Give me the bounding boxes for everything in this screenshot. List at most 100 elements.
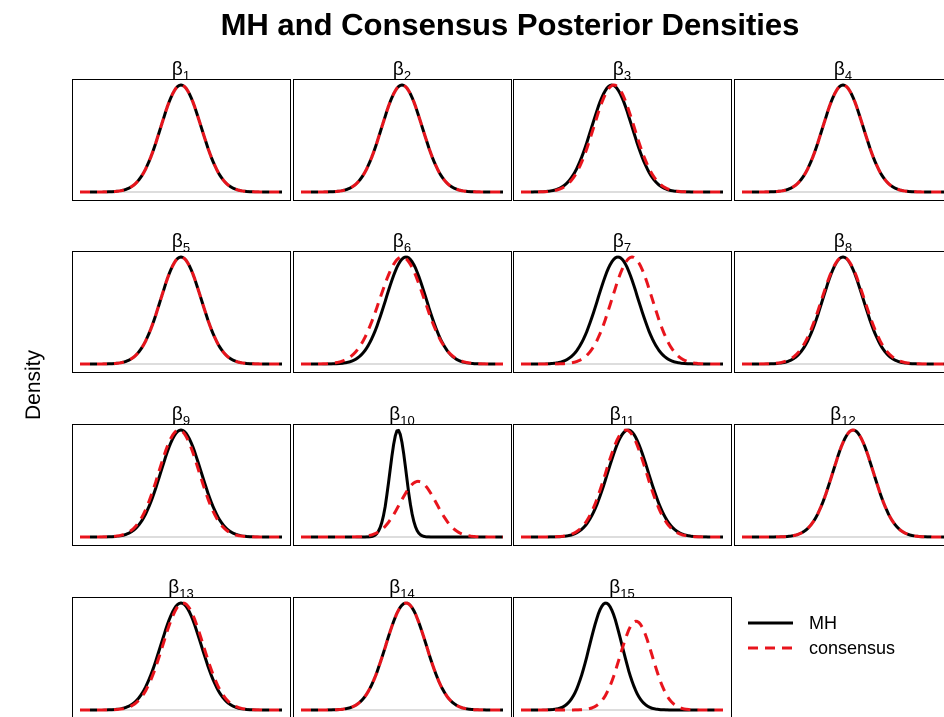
mh-density-curve (80, 255, 282, 366)
panel-frame (293, 424, 512, 546)
panel-title-symbol: β (172, 404, 183, 425)
mh-density-curve (521, 428, 723, 539)
panel-title: β4 (834, 59, 852, 83)
consensus-density-curve (80, 255, 282, 366)
consensus-density-curve (80, 428, 282, 539)
panel-title: β3 (613, 59, 631, 83)
density-panel-beta-9: β9 (72, 404, 291, 546)
panel-title: β6 (393, 231, 411, 255)
density-panel-beta-14: β14 (293, 577, 512, 717)
panel-frame (293, 597, 512, 717)
panel-title-index: 15 (620, 586, 634, 601)
mh-density-curve (521, 601, 723, 712)
panel-title-symbol: β (609, 577, 620, 598)
panel-title-symbol: β (830, 404, 841, 425)
panel-title-symbol: β (613, 59, 624, 80)
panel-frame (72, 424, 291, 546)
panel-title-symbol: β (834, 59, 845, 80)
panel-title-index: 8 (845, 240, 852, 255)
density-panel-beta-10: β10 (293, 404, 512, 546)
legend-item-mh: MH (748, 613, 837, 633)
panel-frame (293, 251, 512, 373)
panel-title-index: 14 (400, 586, 414, 601)
panel-title-index: 3 (624, 68, 631, 83)
panel-title: β1 (172, 59, 190, 83)
panel-title-index: 4 (845, 68, 852, 83)
panel-frame (513, 597, 732, 717)
consensus-density-curve (301, 601, 503, 712)
density-panel-beta-2: β2 (293, 59, 512, 201)
legend-item-consensus: consensus (748, 638, 895, 658)
panel-frame (72, 597, 291, 717)
density-panel-beta-4: β4 (734, 59, 944, 201)
consensus-density-curve (742, 83, 944, 194)
panel-title: β8 (834, 231, 852, 255)
panel-title-index: 2 (404, 68, 411, 83)
legend-label: consensus (809, 638, 895, 658)
consensus-density-curve (301, 479, 503, 539)
density-panel-beta-7: β7 (513, 231, 732, 373)
legend: MH consensus (748, 613, 895, 658)
density-panel-beta-6: β6 (293, 231, 512, 373)
mh-density-curve (301, 428, 503, 539)
mh-density-curve (301, 255, 503, 366)
mh-density-curve (521, 83, 723, 194)
density-panel-beta-3: β3 (513, 59, 732, 201)
legend-label: MH (809, 613, 837, 633)
density-panel-beta-1: β1 (72, 59, 291, 201)
mh-density-curve (521, 255, 723, 366)
panel-title-symbol: β (389, 577, 400, 598)
panel-title: β2 (393, 59, 411, 83)
panel-title-index: 5 (183, 240, 190, 255)
panel-frame (72, 79, 291, 201)
panel-title-symbol: β (834, 231, 845, 252)
panel-frame (734, 251, 944, 373)
panel-title-index: 13 (179, 586, 193, 601)
panel-title-symbol: β (168, 577, 179, 598)
panel-title-symbol: β (389, 404, 400, 425)
density-panel-beta-5: β5 (72, 231, 291, 373)
panel-frame (72, 251, 291, 373)
panel-title-symbol: β (393, 59, 404, 80)
panel-title: β9 (172, 404, 190, 428)
density-panel-beta-13: β13 (72, 577, 291, 717)
consensus-density-curve (301, 255, 503, 366)
mh-density-curve (80, 83, 282, 194)
panel-frame (293, 79, 512, 201)
chart-title: MH and Consensus Posterior Densities (221, 7, 800, 42)
consensus-density-curve (80, 83, 282, 194)
y-axis-label: Density (22, 349, 45, 420)
panel-title-index: 11 (621, 413, 635, 428)
consensus-density-curve (521, 428, 723, 539)
mh-density-curve (301, 83, 503, 194)
density-panel-beta-11: β11 (513, 404, 732, 546)
panel-title-symbol: β (610, 404, 621, 425)
panel-title-symbol: β (172, 231, 183, 252)
consensus-density-curve (80, 601, 282, 712)
panel-title-symbol: β (613, 231, 624, 252)
mh-density-curve (742, 83, 944, 194)
panel-title-index: 9 (183, 413, 190, 428)
mh-density-curve (301, 601, 503, 712)
panel-title-index: 12 (841, 413, 855, 428)
consensus-density-curve (521, 83, 723, 194)
panel-title: β5 (172, 231, 190, 255)
panel-title-index: 7 (624, 240, 631, 255)
mh-density-curve (80, 601, 282, 712)
panel-title-symbol: β (172, 59, 183, 80)
consensus-density-curve (742, 255, 944, 366)
panel-frame (734, 79, 944, 201)
panel-title: β7 (613, 231, 631, 255)
density-panel-beta-15: β15 (513, 577, 732, 717)
consensus-density-curve (521, 619, 723, 712)
panel-title-index: 10 (400, 413, 414, 428)
panel-frame (734, 424, 944, 546)
panel-frame (513, 79, 732, 201)
panel-title-index: 6 (404, 240, 411, 255)
panel-title-symbol: β (393, 231, 404, 252)
density-panel-beta-12: β12 (734, 404, 944, 546)
consensus-density-curve (742, 428, 944, 539)
consensus-density-curve (301, 83, 503, 194)
